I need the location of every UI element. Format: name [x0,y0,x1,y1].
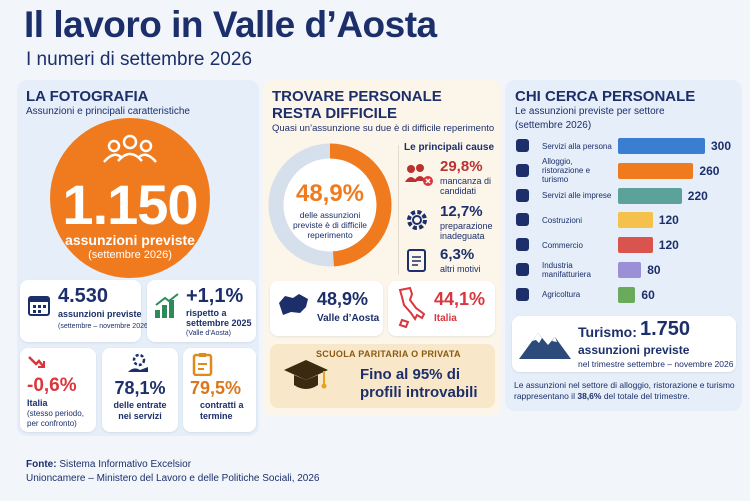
turismo-title: Turismo: [578,324,637,340]
sector-icon [516,139,529,152]
panel-subtitle: Quasi un’assunzione su due è di difficil… [272,123,495,134]
graduation-icon [284,360,328,389]
school-text: Fino al 95% di profili introvabili [360,366,478,401]
panel-title: TROVARE PERSONALE RESTA DIFFICILE [272,88,442,122]
services-icon [128,353,148,372]
value-label: 60 [641,287,655,302]
panel-title: LA FOTOGRAFIA [26,88,149,105]
value-label: 120 [658,238,679,253]
bar [618,187,682,204]
stat-card [102,348,178,432]
stat-note: (settembre – novembre 2026) [58,323,151,330]
panel-subtitle: Assunzioni e principali caratteristiche [26,106,190,117]
value-label: 260 [699,163,720,178]
subtitle: I numeri di settembre 2026 [26,49,253,70]
bar [618,237,653,254]
value-label: 300 [711,139,732,153]
main-value: 1.150 [62,173,198,236]
note-highlight: 38,6% [577,391,602,401]
calendar-icon [28,296,50,316]
compare-label: Italia [434,313,457,324]
main-circle [50,118,210,278]
panel-title: CHI CERCA PERSONALE [515,88,696,105]
bar [618,262,642,278]
bar [618,138,705,154]
bar [618,212,653,229]
down-icon [28,356,45,368]
stat-value: 79,5% [190,378,242,398]
sector-icon [516,213,529,227]
stat-value: +1,1% [186,285,244,307]
turismo-period: nel trimestre settembre – novembre 2026 [578,359,734,369]
doc-icon [407,249,426,272]
sector-icon [516,238,529,252]
note-text: del totale del trimestre. [603,391,690,401]
stat-label: assunzioni previste [58,309,142,319]
category-label: Alloggio, ristorazione e turismo [542,157,591,185]
sector-icon [516,263,529,276]
stat-value: 78,1% [114,378,166,398]
vda-map [279,294,308,315]
turismo-label: assunzioni previste [578,343,690,357]
cause-label: mancanza di candidati [440,176,492,196]
cause-value: 6,3% [440,246,475,263]
causes-title: Le principali cause [404,142,495,153]
donut-chart [268,143,392,267]
main-label: assunzioni previste [65,232,195,248]
clipboard-icon [192,353,213,376]
sector-bar-chart: Servizi alla persona 300 Alloggio, ristora… [510,136,740,306]
people-icon [405,164,433,186]
main-period: (settembre 2026) [88,249,172,261]
stat-note: (stesso periodo, per confronto) [27,409,84,428]
stat-label: delle entrate nei servizi [113,400,167,421]
turismo-value: 1.750 [640,318,691,340]
category-label: Servizi alla persona [542,141,612,151]
value-label: 80 [647,263,661,277]
compare-label: Valle d’Aosta [317,313,380,324]
panel-period: (settembre 2026) [515,120,592,131]
footer-text: Sistema Informativo Excelsior [59,459,192,470]
note-text: Le assunzioni nel settore di alloggio, r… [514,380,735,401]
compare-value: 44,1% [434,289,486,309]
footer-label: Fonte: [26,459,57,470]
cause-value: 12,7% [440,203,483,220]
category-label: Commercio [542,240,583,250]
stat-label: rispetto a settembre 2025 [186,308,252,328]
bar [618,286,636,303]
category-label: Industria manifatturiera [542,261,591,279]
footer-line: Unioncamere – Ministero del Lavoro e del… [26,473,320,484]
sector-icon [516,163,529,177]
italy-map [398,286,426,329]
gear-icon [407,210,427,230]
cause-label: preparazione inadeguata [440,221,493,241]
cause-label: altri motivi [440,264,481,274]
stat-label: Italia [27,398,48,408]
school-title: SCUOLA PARITARIA O PRIVATA [316,349,461,359]
sector-icon [516,188,529,202]
donut-arc [268,143,392,267]
stat-value: 4.530 [58,285,109,307]
footer-source: Fonte: Sistema Informativo Excelsior [26,459,191,470]
growth-icon [155,293,179,318]
divider [398,145,399,275]
value-label: 120 [658,213,679,228]
title: Il lavoro in Valle d’Aosta [24,4,437,45]
sector-note: Le assunzioni nel settore di alloggio, r… [514,380,736,402]
panel-subtitle: Le assunzioni previste per settore [515,106,665,117]
category-label: Costruzioni [542,215,583,225]
category-label: Servizi alle imprese [542,191,612,201]
compare-value: 48,9% [317,289,369,309]
stat-note: (Valle d’Aosta) [186,330,232,337]
mountain-icon [519,333,571,359]
bar [618,162,694,179]
category-label: Agricoltura [542,290,581,300]
donut-label: 48,9% [295,180,365,207]
cause-value: 29,8% [440,158,483,175]
sector-icon [516,287,529,301]
stat-label: contratti a termine [200,400,244,421]
value-label: 220 [687,188,708,203]
donut-text: delle assunzioni previste è di difficile… [292,210,368,240]
stat-value: -0,6% [27,375,77,396]
